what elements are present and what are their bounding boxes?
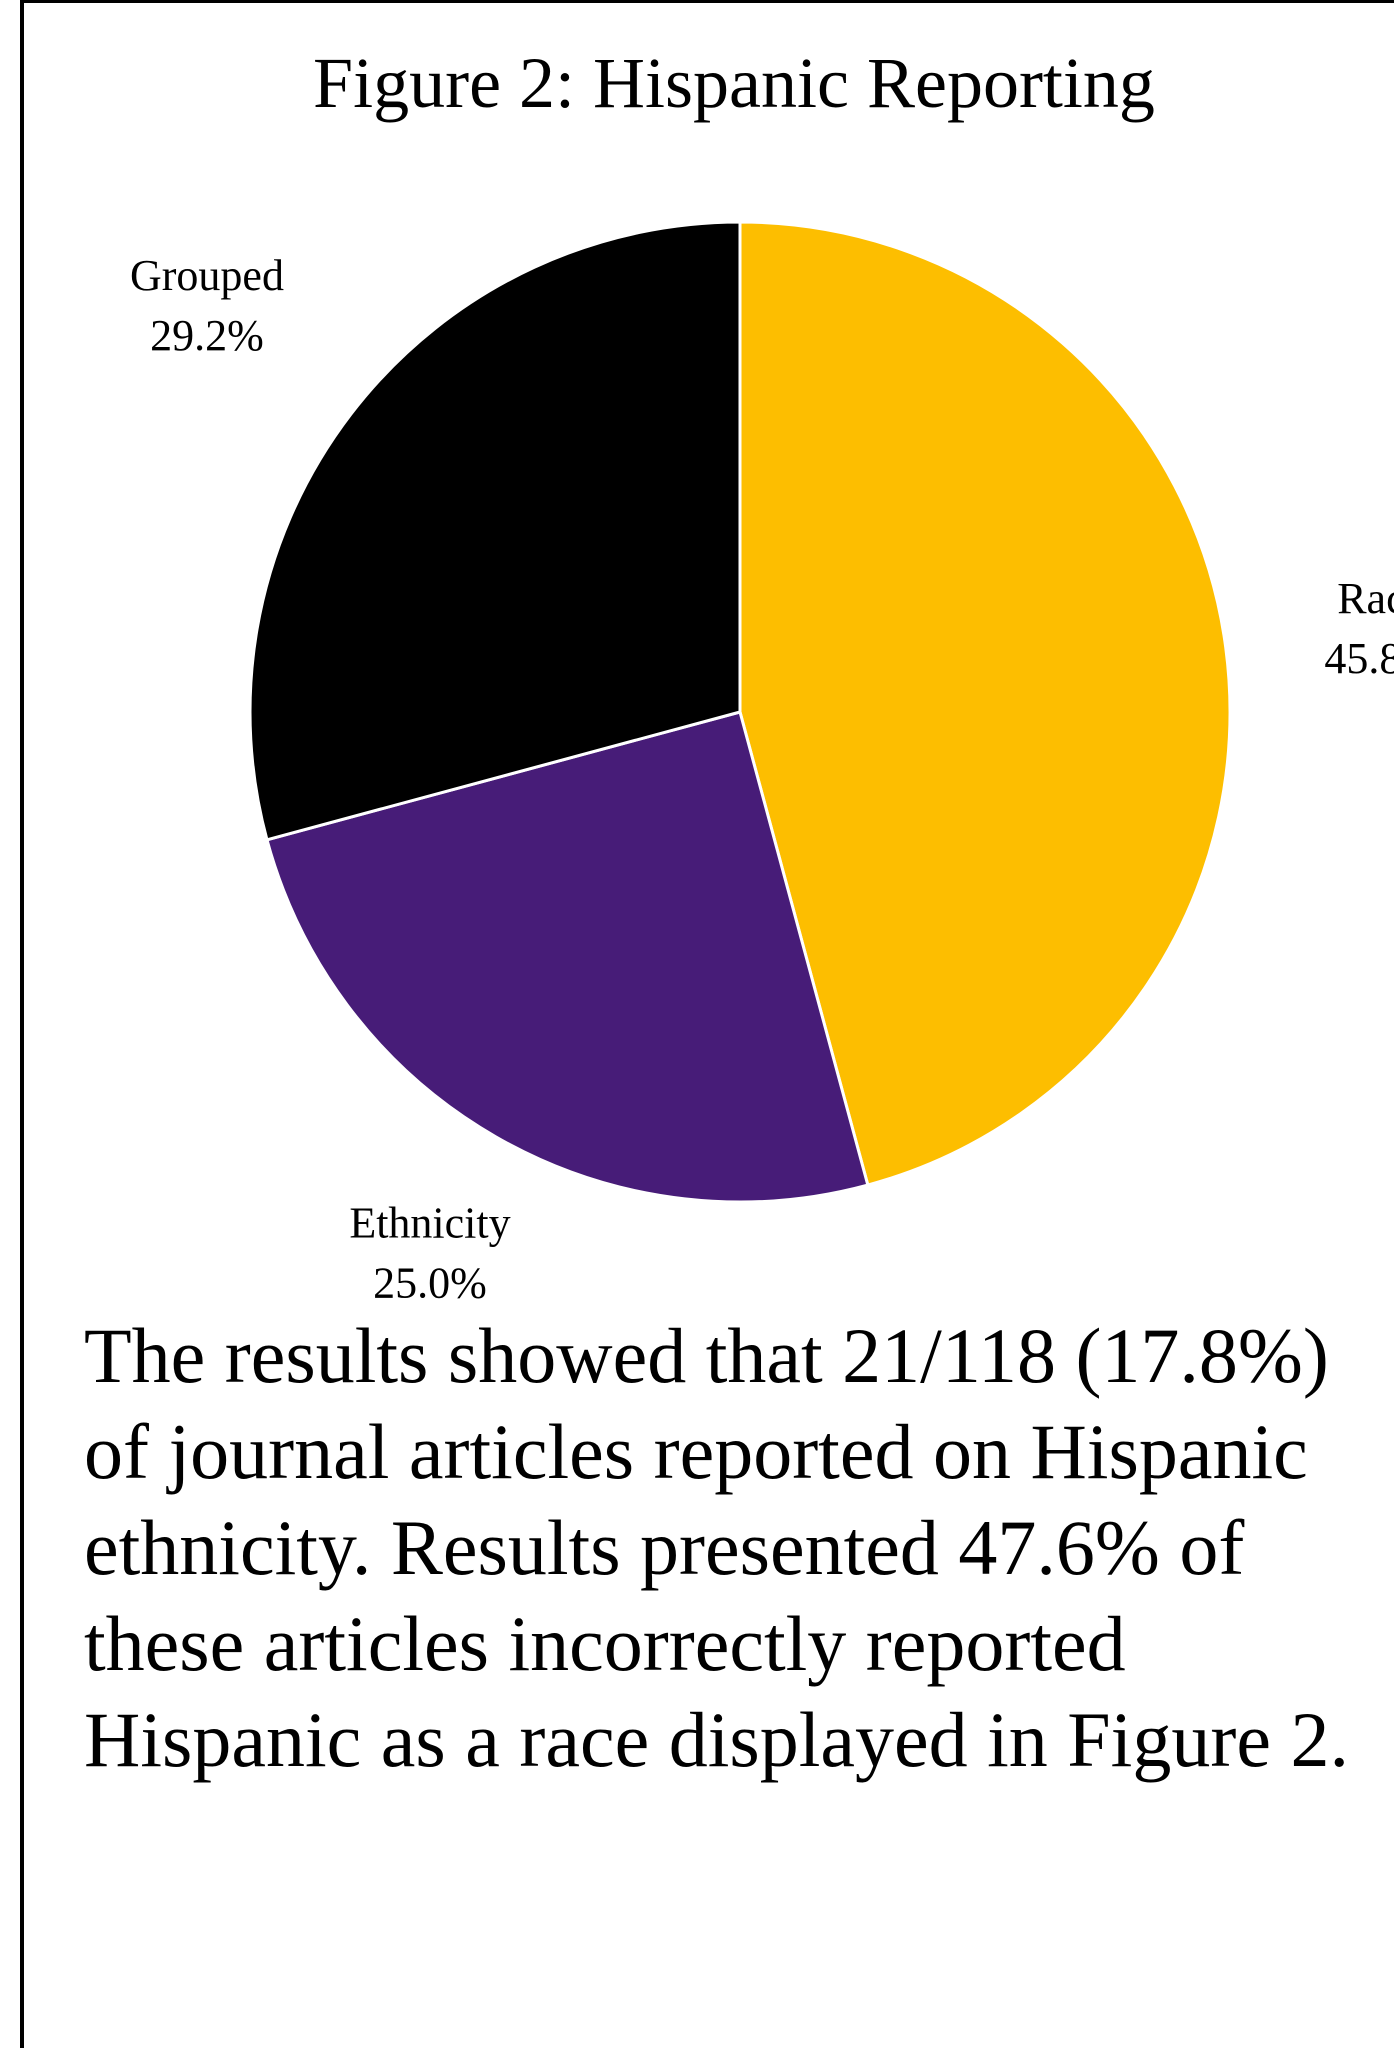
slice-category-label: Grouped bbox=[130, 251, 284, 300]
slice-percent-label: 45.8% bbox=[1324, 634, 1394, 683]
caption-line: ethnicity. Results presented 47.6% of bbox=[84, 1504, 1245, 1591]
slice-category-label: Race bbox=[1337, 574, 1394, 623]
figure-border-left bbox=[20, 0, 24, 2048]
slice-percent-label: 29.2% bbox=[150, 311, 264, 360]
caption-line: of journal articles reported on Hispanic bbox=[84, 1408, 1308, 1495]
caption-text: The results showed that 21/118 (17.8%) o… bbox=[84, 1308, 1384, 1788]
pie-slice-ethnicity bbox=[265, 710, 870, 1204]
figure-border-top bbox=[20, 0, 1394, 3]
slice-percent-label: 25.0% bbox=[373, 1259, 487, 1300]
pie-slice-grouped bbox=[248, 220, 742, 842]
pie-labels: Race 45.8% Ethnicity 25.0% Grouped 29.2% bbox=[130, 251, 1394, 1300]
pie-slice-race bbox=[738, 220, 1232, 1187]
caption-line: Hispanic as a race displayed in Figure 2… bbox=[84, 1696, 1349, 1783]
chart-title: Figure 2: Hispanic Reporting bbox=[313, 43, 1155, 123]
caption-line: these articles incorrectly reported bbox=[84, 1600, 1126, 1687]
slice-category-label: Ethnicity bbox=[349, 1199, 510, 1248]
pie-chart: Race 45.8% Ethnicity 25.0% Grouped 29.2% bbox=[130, 220, 1394, 1300]
pie-slices bbox=[248, 220, 1232, 1204]
caption-line: The results showed that 21/118 (17.8%) bbox=[84, 1312, 1329, 1399]
